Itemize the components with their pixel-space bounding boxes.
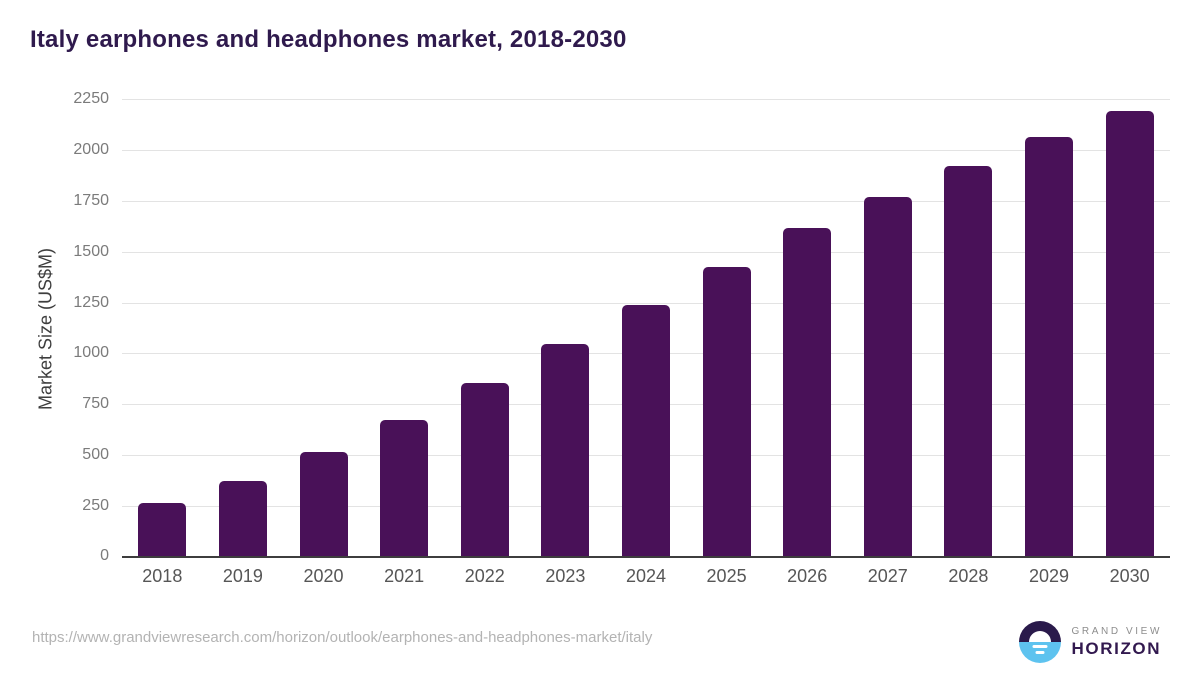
- y-tick-label-2000: 2000: [73, 140, 109, 158]
- horizon-sunrise-icon: [1018, 621, 1061, 663]
- bar-2021: [380, 420, 429, 558]
- x-tick-label-2027: 2027: [867, 566, 908, 586]
- bar-2025: [702, 266, 751, 558]
- y-tick-label-1750: 1750: [73, 191, 109, 209]
- bar-band-2019: [203, 100, 284, 558]
- y-tick-label-1500: 1500: [73, 242, 109, 260]
- bars-layer: [122, 100, 1170, 558]
- x-tick-label-2030: 2030: [1109, 566, 1150, 586]
- x-tick-label-2026: 2026: [787, 566, 828, 586]
- bar-2020: [299, 452, 348, 558]
- y-tick-label-250: 250: [82, 497, 109, 515]
- bar-band-2030: [1089, 100, 1170, 558]
- bar-band-2029: [1009, 100, 1090, 558]
- x-tick-label-2018: 2018: [142, 566, 183, 586]
- grand-view-horizon-logo: GRAND VIEW HORIZON: [1018, 621, 1162, 663]
- bar-2028: [944, 166, 993, 558]
- gridline-2000: 2000: [73, 141, 1170, 158]
- gridline-1250: 1250: [73, 294, 1170, 311]
- x-tick-label-2024: 2024: [625, 566, 666, 586]
- gridline-1500: 1500: [73, 243, 1170, 260]
- chart-title: Italy earphones and headphones market, 2…: [30, 26, 627, 53]
- x-axis-line: 0: [100, 547, 1170, 564]
- bar-2029: [1025, 137, 1073, 558]
- bar-band-2020: [283, 100, 364, 558]
- bar-band-2026: [767, 100, 848, 558]
- y-tick-label-0: 0: [100, 547, 109, 564]
- x-tick-label-2029: 2029: [1028, 566, 1070, 586]
- source-url: https://www.grandviewresearch.com/horizo…: [32, 629, 653, 646]
- logo-text: GRAND VIEW HORIZON: [1072, 626, 1162, 659]
- bar-2022: [460, 382, 509, 558]
- x-tick-label-2020: 2020: [303, 566, 344, 586]
- y-tick-label-1000: 1000: [73, 344, 109, 362]
- bar-band-2021: [364, 100, 445, 558]
- y-tick-label-2250: 2250: [73, 90, 109, 107]
- bar-2027: [863, 197, 912, 558]
- bar-2019: [218, 481, 267, 558]
- y-tick-label-500: 500: [82, 446, 109, 464]
- y-tick-label-1250: 1250: [73, 293, 109, 311]
- x-tick-label-2022: 2022: [464, 566, 505, 586]
- x-tick-label-2021: 2021: [384, 566, 425, 586]
- x-axis-labels: 2018 2019 2020 2021 2022 2023 2024 2025 2026 2027…: [122, 566, 1170, 587]
- gridline-2250: 2250: [73, 90, 1170, 107]
- bar-2018: [138, 503, 187, 558]
- bar-band-2027: [847, 100, 928, 558]
- bar-band-2022: [444, 100, 525, 558]
- bar-2024: [621, 304, 670, 558]
- bar-band-2018: [122, 100, 203, 558]
- x-tick-label-2023: 2023: [545, 566, 586, 586]
- x-tick-label-2019: 2019: [222, 566, 263, 586]
- bar-band-2023: [525, 100, 606, 558]
- logo-text-horizon: HORIZON: [1071, 638, 1162, 658]
- y-axis-title: Market Size (US$M): [35, 247, 56, 411]
- bar-band-2024: [606, 100, 687, 558]
- bar-2026: [783, 228, 832, 558]
- x-tick-label-2028: 2028: [948, 566, 989, 586]
- bar-band-2025: [686, 100, 767, 558]
- logo-text-grand-view: GRAND VIEW: [1071, 625, 1162, 637]
- bar-2023: [541, 344, 590, 558]
- bar-2030: [1105, 110, 1154, 558]
- plot-area: 0 250 500 750 1000 1250 1500 1750 2000 2250: [73, 90, 1170, 564]
- gridline-1750: 1750: [73, 192, 1170, 209]
- x-tick-label-2025: 2025: [706, 566, 747, 586]
- y-tick-label-750: 750: [82, 395, 109, 413]
- bar-band-2028: [928, 100, 1009, 558]
